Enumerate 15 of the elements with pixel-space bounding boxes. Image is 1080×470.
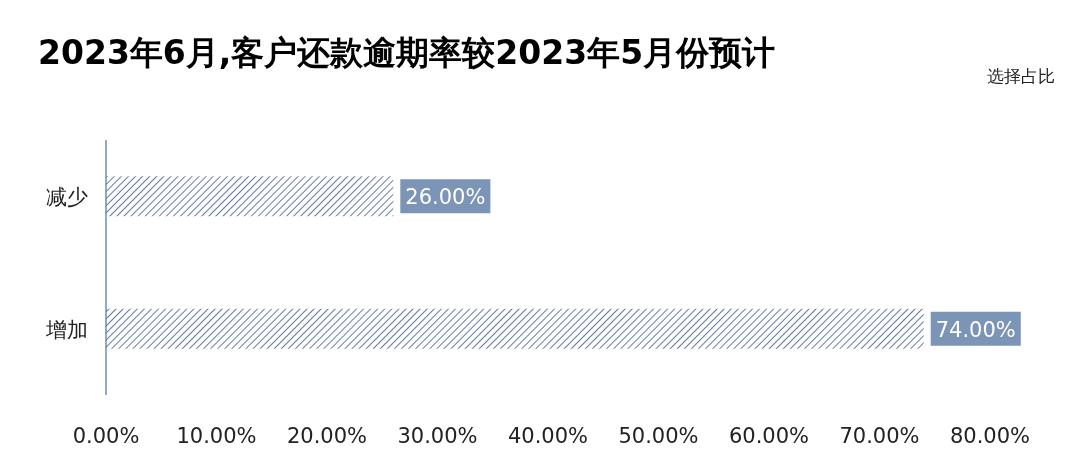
x-tick-label: 0.00%	[72, 424, 140, 448]
x-tick-label: 80.00%	[949, 424, 1031, 448]
text: 26.00%	[405, 185, 486, 210]
y-tick-label: 增加	[45, 317, 88, 342]
x-tick-label: 10.00%	[176, 424, 257, 448]
x-tick-label: 60.00%	[728, 424, 810, 448]
x-tick-label: 50.00%	[618, 424, 699, 448]
text: 74.00%	[935, 317, 1016, 342]
x-tick-label: 30.00%	[397, 424, 478, 448]
y-tick-label: 减少	[46, 185, 88, 210]
text: 选择占比	[987, 66, 1055, 86]
x-tick-label: 20.00%	[286, 424, 368, 448]
x-tick-label: 70.00%	[839, 424, 920, 448]
chart-title: 2023年6月,客户还款逾期率较2023年5月份预计	[38, 33, 776, 72]
x-tick-label: 40.00%	[507, 424, 589, 448]
